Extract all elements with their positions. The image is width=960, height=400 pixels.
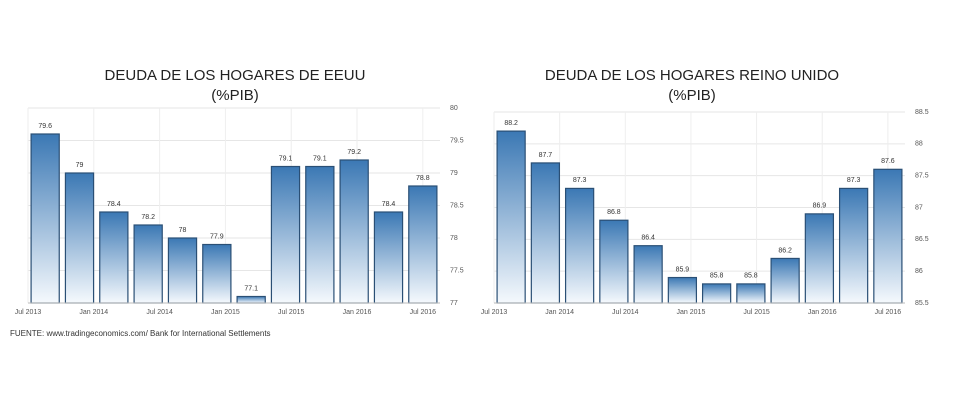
value-label: 86.8 bbox=[607, 209, 621, 216]
x-tick-label: Jul 2014 bbox=[146, 309, 173, 316]
x-tick-label: Jul 2014 bbox=[612, 309, 639, 316]
bar bbox=[496, 130, 526, 304]
bar bbox=[64, 172, 95, 304]
bar bbox=[408, 185, 438, 304]
y-tick-label: 78 bbox=[450, 235, 458, 242]
value-label: 85.9 bbox=[676, 266, 690, 273]
x-tick-label: Jan 2015 bbox=[677, 309, 706, 316]
y-tick-label: 77.5 bbox=[450, 267, 464, 274]
bar bbox=[270, 165, 301, 304]
y-tick-label: 79 bbox=[450, 170, 458, 177]
bar bbox=[99, 211, 129, 304]
bar bbox=[736, 283, 766, 304]
y-tick-label: 77 bbox=[450, 300, 458, 307]
value-label: 79.1 bbox=[313, 155, 327, 162]
y-tick-label: 86.5 bbox=[915, 236, 929, 243]
value-label: 85.8 bbox=[744, 273, 758, 280]
x-tick-label: Jul 2016 bbox=[875, 309, 902, 316]
value-label: 77.1 bbox=[244, 285, 258, 292]
y-tick-label: 85.5 bbox=[915, 300, 929, 307]
bar bbox=[633, 245, 663, 304]
value-label: 78.2 bbox=[141, 214, 155, 221]
value-label: 86.2 bbox=[778, 247, 792, 254]
x-tick-label: Jul 2015 bbox=[743, 309, 770, 316]
bar bbox=[236, 295, 266, 304]
x-tick-label: Jul 2013 bbox=[481, 309, 508, 316]
bar bbox=[701, 283, 732, 304]
y-tick-label: 86 bbox=[915, 268, 923, 275]
value-label: 85.8 bbox=[710, 273, 724, 280]
y-tick-label: 78.5 bbox=[450, 202, 464, 209]
x-tick-label: Jan 2016 bbox=[808, 309, 837, 316]
value-label: 87.6 bbox=[881, 158, 895, 165]
x-tick-label: Jan 2015 bbox=[211, 309, 240, 316]
bar bbox=[339, 159, 369, 304]
chart-subtitle: (%PIB) bbox=[211, 87, 259, 104]
value-label: 79 bbox=[76, 162, 84, 169]
bar bbox=[202, 243, 232, 304]
bar bbox=[167, 237, 198, 304]
bar bbox=[530, 162, 561, 304]
y-tick-label: 87 bbox=[915, 204, 923, 211]
value-label: 88.2 bbox=[504, 120, 518, 127]
chart-title: DEUDA DE LOS HOGARES DE EEUU bbox=[105, 67, 366, 84]
y-tick-label: 79.5 bbox=[450, 137, 464, 144]
y-tick-label: 88 bbox=[915, 141, 923, 148]
value-label: 78.4 bbox=[107, 201, 121, 208]
x-tick-label: Jul 2016 bbox=[410, 309, 437, 316]
bar bbox=[838, 187, 869, 304]
chart-subtitle: (%PIB) bbox=[668, 87, 716, 104]
value-label: 78.4 bbox=[382, 201, 396, 208]
y-tick-label: 80 bbox=[450, 105, 458, 112]
bar bbox=[770, 257, 800, 304]
value-label: 87.3 bbox=[573, 177, 587, 184]
y-tick-label: 87.5 bbox=[915, 173, 929, 180]
x-tick-label: Jan 2014 bbox=[545, 309, 574, 316]
value-label: 78 bbox=[179, 227, 187, 234]
chart-title: DEUDA DE LOS HOGARES REINO UNIDO bbox=[545, 67, 839, 84]
bar bbox=[667, 276, 698, 304]
y-tick-label: 88.5 bbox=[915, 109, 929, 116]
value-label: 79.1 bbox=[279, 155, 293, 162]
value-label: 79.6 bbox=[38, 123, 52, 130]
value-label: 78.8 bbox=[416, 175, 430, 182]
bar bbox=[599, 219, 629, 304]
value-label: 86.4 bbox=[641, 235, 655, 242]
x-tick-label: Jul 2015 bbox=[278, 309, 305, 316]
bar bbox=[30, 133, 60, 304]
bar bbox=[373, 211, 404, 304]
source: FUENTE: www.tradingeconomics.com/ Bank f… bbox=[10, 329, 271, 338]
x-tick-label: Jan 2014 bbox=[79, 309, 108, 316]
bar bbox=[133, 224, 163, 304]
bar bbox=[564, 187, 595, 304]
x-tick-label: Jan 2016 bbox=[343, 309, 372, 316]
bar bbox=[804, 213, 835, 304]
bar bbox=[305, 165, 335, 304]
value-label: 86.9 bbox=[813, 203, 827, 210]
bar bbox=[873, 168, 903, 304]
value-label: 87.7 bbox=[539, 152, 553, 159]
x-tick-label: Jul 2013 bbox=[15, 309, 42, 316]
value-label: 77.9 bbox=[210, 233, 224, 240]
value-label: 87.3 bbox=[847, 177, 861, 184]
value-label: 79.2 bbox=[347, 149, 361, 156]
